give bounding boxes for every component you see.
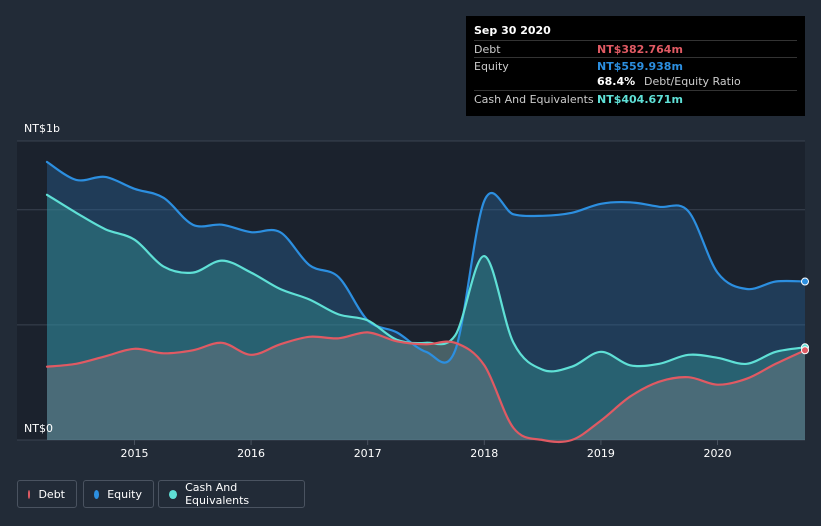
series-lines [45,160,807,444]
legend-debt-label: Debt [38,487,65,501]
x-tick-label-2020: 2020 [704,447,732,460]
y-axis-min-label: NT$0 [24,422,53,435]
debt-line [45,331,807,444]
x-tick-label-2016: 2016 [237,447,265,460]
tooltip-equity-row: Equity NT$559.938m [474,57,797,75]
cash-and-equivalents-line [45,193,807,373]
equity-line [45,160,807,364]
legend-equity-button[interactable]: Equity [83,480,154,508]
x-tick-label-2015: 2015 [120,447,148,460]
tooltip-debt-label: Debt [474,43,501,56]
equity-dot-icon [94,489,100,499]
legend-cash-label: Cash And Equivalents [185,481,250,507]
equity-endpoint-marker [801,277,809,286]
legend-cash-button[interactable]: Cash And Equivalents [158,480,305,508]
tooltip-panel: Sep 30 2020 Debt NT$382.764m Equity NT$5… [466,16,805,116]
tooltip-cash-value: NT$404.671m [597,93,683,106]
tooltip-ratio-label: Debt/Equity Ratio [644,75,741,88]
series-endpoints [801,277,809,355]
tooltip-debt-row: Debt NT$382.764m [474,40,797,58]
series-areas [47,161,805,442]
debt-endpoint-marker [801,346,809,355]
tooltip-equity-label: Equity [474,60,509,73]
legend-debt-button[interactable]: Debt [17,480,77,508]
debt-dot-icon [28,489,31,499]
tooltip-debt-value: NT$382.764m [597,43,683,56]
x-tick-label-2018: 2018 [470,447,498,460]
y-axis-max-label: NT$1b [24,122,60,135]
debt-area [47,332,805,442]
legend-equity-label: Equity [107,487,142,501]
cash-dot-icon [169,489,178,499]
tooltip-cash-row: Cash And Equivalents NT$404.671m [474,90,797,108]
tooltip-ratio-row: 68.4% Debt/Equity Ratio [474,73,797,90]
gridlines [17,140,805,441]
plot-background [17,141,805,440]
x-tick-label-2017: 2017 [354,447,382,460]
tooltip-ratio-value: 68.4% [597,75,636,88]
tooltip-date: Sep 30 2020 [474,24,551,37]
equity-area [47,161,805,440]
tooltip-cash-label: Cash And Equivalents [474,93,594,106]
x-tick-label-2019: 2019 [587,447,615,460]
x-axis-ticks: 2015 2016 2017 2018 2019 2020 [120,440,732,460]
tooltip-equity-value: NT$559.938m [597,60,683,73]
cash-and-equivalents-area [47,194,805,440]
